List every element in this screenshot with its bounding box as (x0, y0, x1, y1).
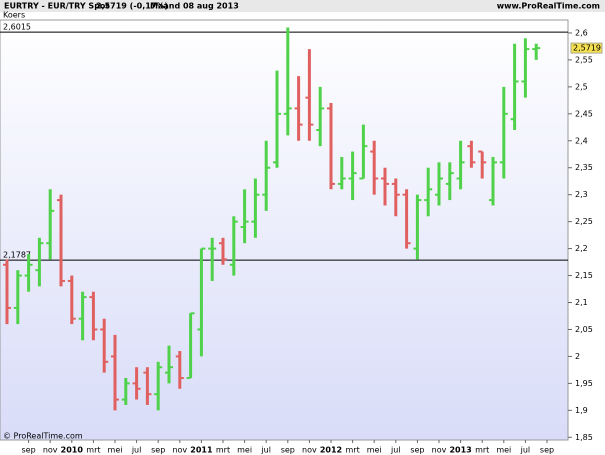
x-tick-label: nov (172, 446, 187, 455)
x-tick-label: mrt (345, 446, 359, 455)
x-tick-label: mrt (86, 446, 100, 455)
reference-label: 2,1787 (3, 251, 31, 260)
y-tick-label: 2,35 (575, 163, 593, 172)
x-tick-label: jul (260, 446, 271, 455)
x-tick-label: mrt (216, 446, 230, 455)
x-tick-label: sep (281, 446, 295, 455)
y-tick-label: 2,05 (575, 325, 593, 334)
y-tick-label: 2,5 (575, 82, 588, 91)
y-tick-label: 2,4 (575, 136, 588, 145)
y-tick-label: 2,3 (575, 190, 588, 199)
x-tick-label: mei (496, 446, 511, 455)
y-tick-label: 2,55 (575, 55, 593, 64)
x-tick-label: sep (151, 446, 165, 455)
x-tick-label: sep (540, 446, 554, 455)
y-tick-label: 2,6 (575, 28, 588, 37)
last-price-badge (570, 42, 603, 54)
header-bar (0, 0, 605, 12)
x-tick-label: mei (237, 446, 252, 455)
y-tick-label: 2,1 (575, 298, 588, 307)
series-label: Koers (3, 11, 25, 20)
x-tick-label: jul (390, 446, 401, 455)
reference-label: 2,6015 (3, 23, 31, 32)
y-tick-label: 2,25 (575, 217, 593, 226)
x-tick-label: sep (410, 446, 424, 455)
x-tick-label: 2010 (61, 446, 84, 455)
symbol: EURTRY - EUR/TRY Spot (4, 2, 109, 11)
y-tick-label: 1,85 (575, 433, 593, 442)
x-tick-label: 2011 (190, 446, 213, 455)
last-price-label: 2,5719 (573, 44, 601, 53)
y-tick-label: 1,9 (575, 406, 588, 415)
y-tick-label: 2,45 (575, 109, 593, 118)
x-tick-label: nov (302, 446, 317, 455)
y-tick-label: 1,95 (575, 379, 593, 388)
y-tick-label: 2 (575, 352, 580, 361)
x-tick-label: 2012 (320, 446, 342, 455)
site: www.ProRealTime.com (497, 2, 600, 11)
y-tick-label: 2,2 (575, 244, 588, 253)
x-tick-label: jul (520, 446, 531, 455)
x-tick-label: mrt (475, 446, 489, 455)
x-tick-label: 2013 (449, 446, 471, 455)
footer: © ProRealTime.com (3, 432, 83, 441)
quote: 2,5719 (-0,17%) (96, 2, 168, 11)
x-tick-label: jul (131, 446, 142, 455)
x-tick-label: sep (22, 446, 36, 455)
x-tick-label: nov (432, 446, 447, 455)
y-tick-label: 2,15 (575, 271, 593, 280)
x-tick-label: mei (108, 446, 123, 455)
plot-area (0, 19, 569, 441)
period: Maand 08 aug 2013 (150, 2, 239, 11)
x-tick-label: nov (43, 446, 58, 455)
x-tick-label: mei (367, 446, 382, 455)
